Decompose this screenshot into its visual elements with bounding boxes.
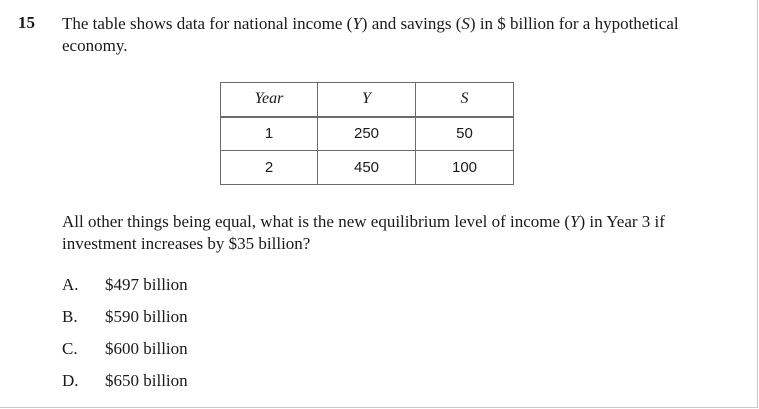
stem-s-variable: S: [461, 14, 470, 33]
stem-text-1: The table shows data for national income…: [62, 14, 353, 33]
option-letter: D.: [62, 371, 79, 390]
question-y-variable: Y: [570, 212, 580, 231]
option-letter: B.: [62, 307, 78, 326]
cell-savings: 100: [415, 150, 514, 185]
table-header-row: Year Y S: [220, 82, 514, 117]
cell-savings: 50: [415, 115, 514, 151]
option-letter: C.: [62, 339, 78, 358]
header-year: Year: [220, 82, 318, 117]
question-stem: The table shows data for national income…: [62, 13, 742, 57]
table-row: 1 250 50: [220, 115, 514, 151]
question-text-2: ) in Year 3 if investment increases by $…: [62, 212, 665, 253]
cell-year: 2: [220, 150, 318, 185]
header-savings: S: [415, 82, 514, 117]
cell-year: 1: [220, 115, 318, 151]
cell-income: 250: [317, 115, 416, 151]
cell-income: 450: [317, 150, 416, 185]
stem-y-variable: Y: [352, 14, 362, 33]
income-savings-table: Year Y S 1 250 50 2 450 100: [220, 82, 514, 185]
header-income: Y: [317, 82, 416, 117]
question-number: 15: [18, 13, 35, 32]
table-row: 2 450 100: [220, 150, 514, 185]
option-text: $497 billion: [105, 275, 188, 294]
option-text: $590 billion: [105, 307, 188, 326]
question-text: All other things being equal, what is th…: [62, 211, 742, 255]
option-text: $650 billion: [105, 371, 188, 390]
question-text-1: All other things being equal, what is th…: [62, 212, 570, 231]
stem-text-2: ) and savings (: [361, 14, 462, 33]
stem-text-3: ) in $ billion for a hypothetical econom…: [62, 14, 679, 55]
option-text: $600 billion: [105, 339, 188, 358]
option-letter: A.: [62, 275, 79, 294]
